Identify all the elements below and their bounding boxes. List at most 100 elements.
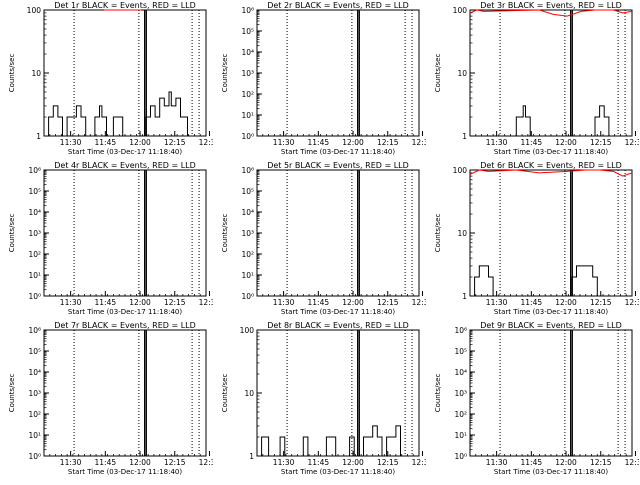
- detector-chart-4: Det 4r BLACK = Events, RED = LLD 11:30 11:…: [8, 161, 255, 316]
- y-axis-label: Counts/sec: [434, 214, 442, 253]
- detector-panel-6: Det 6r BLACK = Events, RED = LLD 11:30 11:…: [426, 160, 640, 320]
- y-tick-label: 100: [453, 6, 468, 15]
- detector-panel-5: Det 5r BLACK = Events, RED = LLD 11:30 11:…: [213, 160, 468, 320]
- x-axis-label: Start Time (03-Dec-17 11:18:40): [494, 468, 608, 476]
- y-tick-label: 100: [27, 6, 42, 15]
- chart-title: Det 9r BLACK = Events, RED = LLD: [480, 321, 622, 330]
- y-axis-label: Counts/sec: [434, 54, 442, 93]
- x-tick-label: 11:45: [95, 458, 117, 467]
- events-series-line: [470, 105, 632, 137]
- y-tick-label: 100: [240, 326, 255, 335]
- detector-chart-7: Det 7r BLACK = Events, RED = LLD 11:30 11:…: [8, 321, 255, 476]
- x-tick-label: 12:30: [412, 138, 426, 147]
- x-tick-label: 11:45: [521, 138, 543, 147]
- x-tick-label: 12:00: [342, 138, 364, 147]
- y-tick-label: 10⁴: [28, 208, 41, 217]
- y-tick-label: 10⁶: [241, 166, 254, 175]
- x-tick-label: 12:15: [164, 298, 186, 307]
- x-tick-label: 11:45: [95, 138, 117, 147]
- y-tick-label: 10⁶: [28, 326, 41, 335]
- detector-panel-3: Det 3r BLACK = Events, RED = LLD 11:30 11:…: [426, 0, 640, 160]
- y-tick-label: 10³: [28, 229, 41, 238]
- detector-chart-8: Det 8r BLACK = Events, RED = LLD 11:30 11:…: [221, 321, 468, 476]
- x-tick-label: 11:45: [521, 298, 543, 307]
- y-axis-label: Counts/sec: [221, 214, 229, 253]
- plot-frame: [256, 9, 420, 137]
- y-tick-label: 10¹: [28, 431, 41, 440]
- x-tick-label: 11:30: [60, 458, 82, 467]
- x-tick-label: 11:45: [95, 298, 117, 307]
- x-tick-label: 11:30: [486, 298, 508, 307]
- y-tick-label: 10⁵: [454, 347, 467, 356]
- x-tick-label: 11:30: [486, 458, 508, 467]
- x-tick-label: 12:30: [412, 458, 426, 467]
- x-tick-label: 11:30: [486, 138, 508, 147]
- detector-chart-6: Det 6r BLACK = Events, RED = LLD 11:30 11:…: [434, 161, 640, 316]
- x-tick-label: 12:15: [164, 458, 186, 467]
- x-axis-label: Start Time (03-Dec-17 11:18:40): [281, 468, 395, 476]
- x-tick-label: 11:45: [308, 298, 330, 307]
- detector-chart-5: Det 5r BLACK = Events, RED = LLD 11:30 11:…: [221, 161, 468, 316]
- x-tick-label: 12:00: [129, 458, 151, 467]
- y-tick-label: 100: [453, 166, 468, 175]
- x-tick-label: 12:15: [590, 298, 612, 307]
- x-axis-label: Start Time (03-Dec-17 11:18:40): [494, 148, 608, 156]
- x-tick-label: 12:15: [164, 138, 186, 147]
- lld-series-line: [469, 9, 633, 17]
- x-tick-label: 12:00: [342, 458, 364, 467]
- y-axis-label: Counts/sec: [8, 54, 16, 93]
- y-tick-label: 10⁰: [241, 132, 254, 141]
- events-series-line: [44, 91, 206, 137]
- y-tick-label: 10²: [28, 410, 41, 419]
- y-tick-label: 10⁶: [454, 326, 467, 335]
- y-tick-label: 10⁰: [241, 292, 254, 301]
- x-tick-label: 12:00: [555, 298, 577, 307]
- x-tick-label: 12:00: [555, 458, 577, 467]
- y-tick-label: 10⁴: [28, 368, 41, 377]
- plot-frame: [43, 169, 207, 297]
- y-tick-label: 10⁰: [28, 452, 41, 461]
- y-tick-label: 10: [244, 389, 254, 398]
- plot-frame: [256, 169, 420, 297]
- y-tick-label: 10²: [28, 250, 41, 259]
- plot-frame: [469, 169, 633, 297]
- detector-panel-9: Det 9r BLACK = Events, RED = LLD 11:30 11:…: [426, 320, 640, 480]
- y-tick-label: 1: [36, 132, 41, 141]
- events-series-line: [257, 425, 419, 457]
- x-tick-label: 12:30: [625, 458, 639, 467]
- y-tick-label: 10⁰: [28, 292, 41, 301]
- x-axis-label: Start Time (03-Dec-17 11:18:40): [281, 308, 395, 316]
- x-axis-label: Start Time (03-Dec-17 11:18:40): [68, 468, 182, 476]
- y-axis-label: Counts/sec: [221, 374, 229, 413]
- y-tick-label: 10²: [241, 250, 254, 259]
- detector-panel-2: Det 2r BLACK = Events, RED = LLD 11:30 11:…: [213, 0, 468, 160]
- detector-chart-2: Det 2r BLACK = Events, RED = LLD 11:30 11:…: [221, 1, 468, 156]
- x-tick-label: 11:30: [60, 138, 82, 147]
- detector-panel-1: Det 1r BLACK = Events, RED = LLD 11:30 11:…: [0, 0, 255, 160]
- y-tick-label: 10⁶: [28, 166, 41, 175]
- y-tick-label: 10⁴: [241, 48, 254, 57]
- y-axis-label: Counts/sec: [434, 374, 442, 413]
- x-tick-label: 11:45: [308, 458, 330, 467]
- y-tick-label: 10²: [454, 410, 467, 419]
- x-tick-label: 12:15: [377, 138, 399, 147]
- y-tick-label: 10¹: [454, 431, 467, 440]
- y-tick-label: 10⁶: [241, 6, 254, 15]
- detector-panel-7: Det 7r BLACK = Events, RED = LLD 11:30 11:…: [0, 320, 255, 480]
- chart-title: Det 4r BLACK = Events, RED = LLD: [54, 161, 196, 170]
- y-tick-label: 10⁵: [241, 27, 254, 36]
- y-tick-label: 10³: [241, 229, 254, 238]
- y-axis-label: Counts/sec: [8, 214, 16, 253]
- x-tick-label: 12:00: [129, 138, 151, 147]
- x-tick-label: 12:30: [625, 298, 639, 307]
- y-tick-label: 10¹: [241, 111, 254, 120]
- events-series-line: [470, 265, 632, 297]
- detector-chart-1: Det 1r BLACK = Events, RED = LLD 11:30 11:…: [8, 1, 255, 156]
- x-tick-label: 12:15: [377, 458, 399, 467]
- x-tick-label: 12:00: [342, 298, 364, 307]
- y-tick-label: 10⁵: [28, 347, 41, 356]
- x-tick-label: 12:30: [199, 458, 213, 467]
- x-tick-label: 11:45: [521, 458, 543, 467]
- x-tick-label: 11:30: [60, 298, 82, 307]
